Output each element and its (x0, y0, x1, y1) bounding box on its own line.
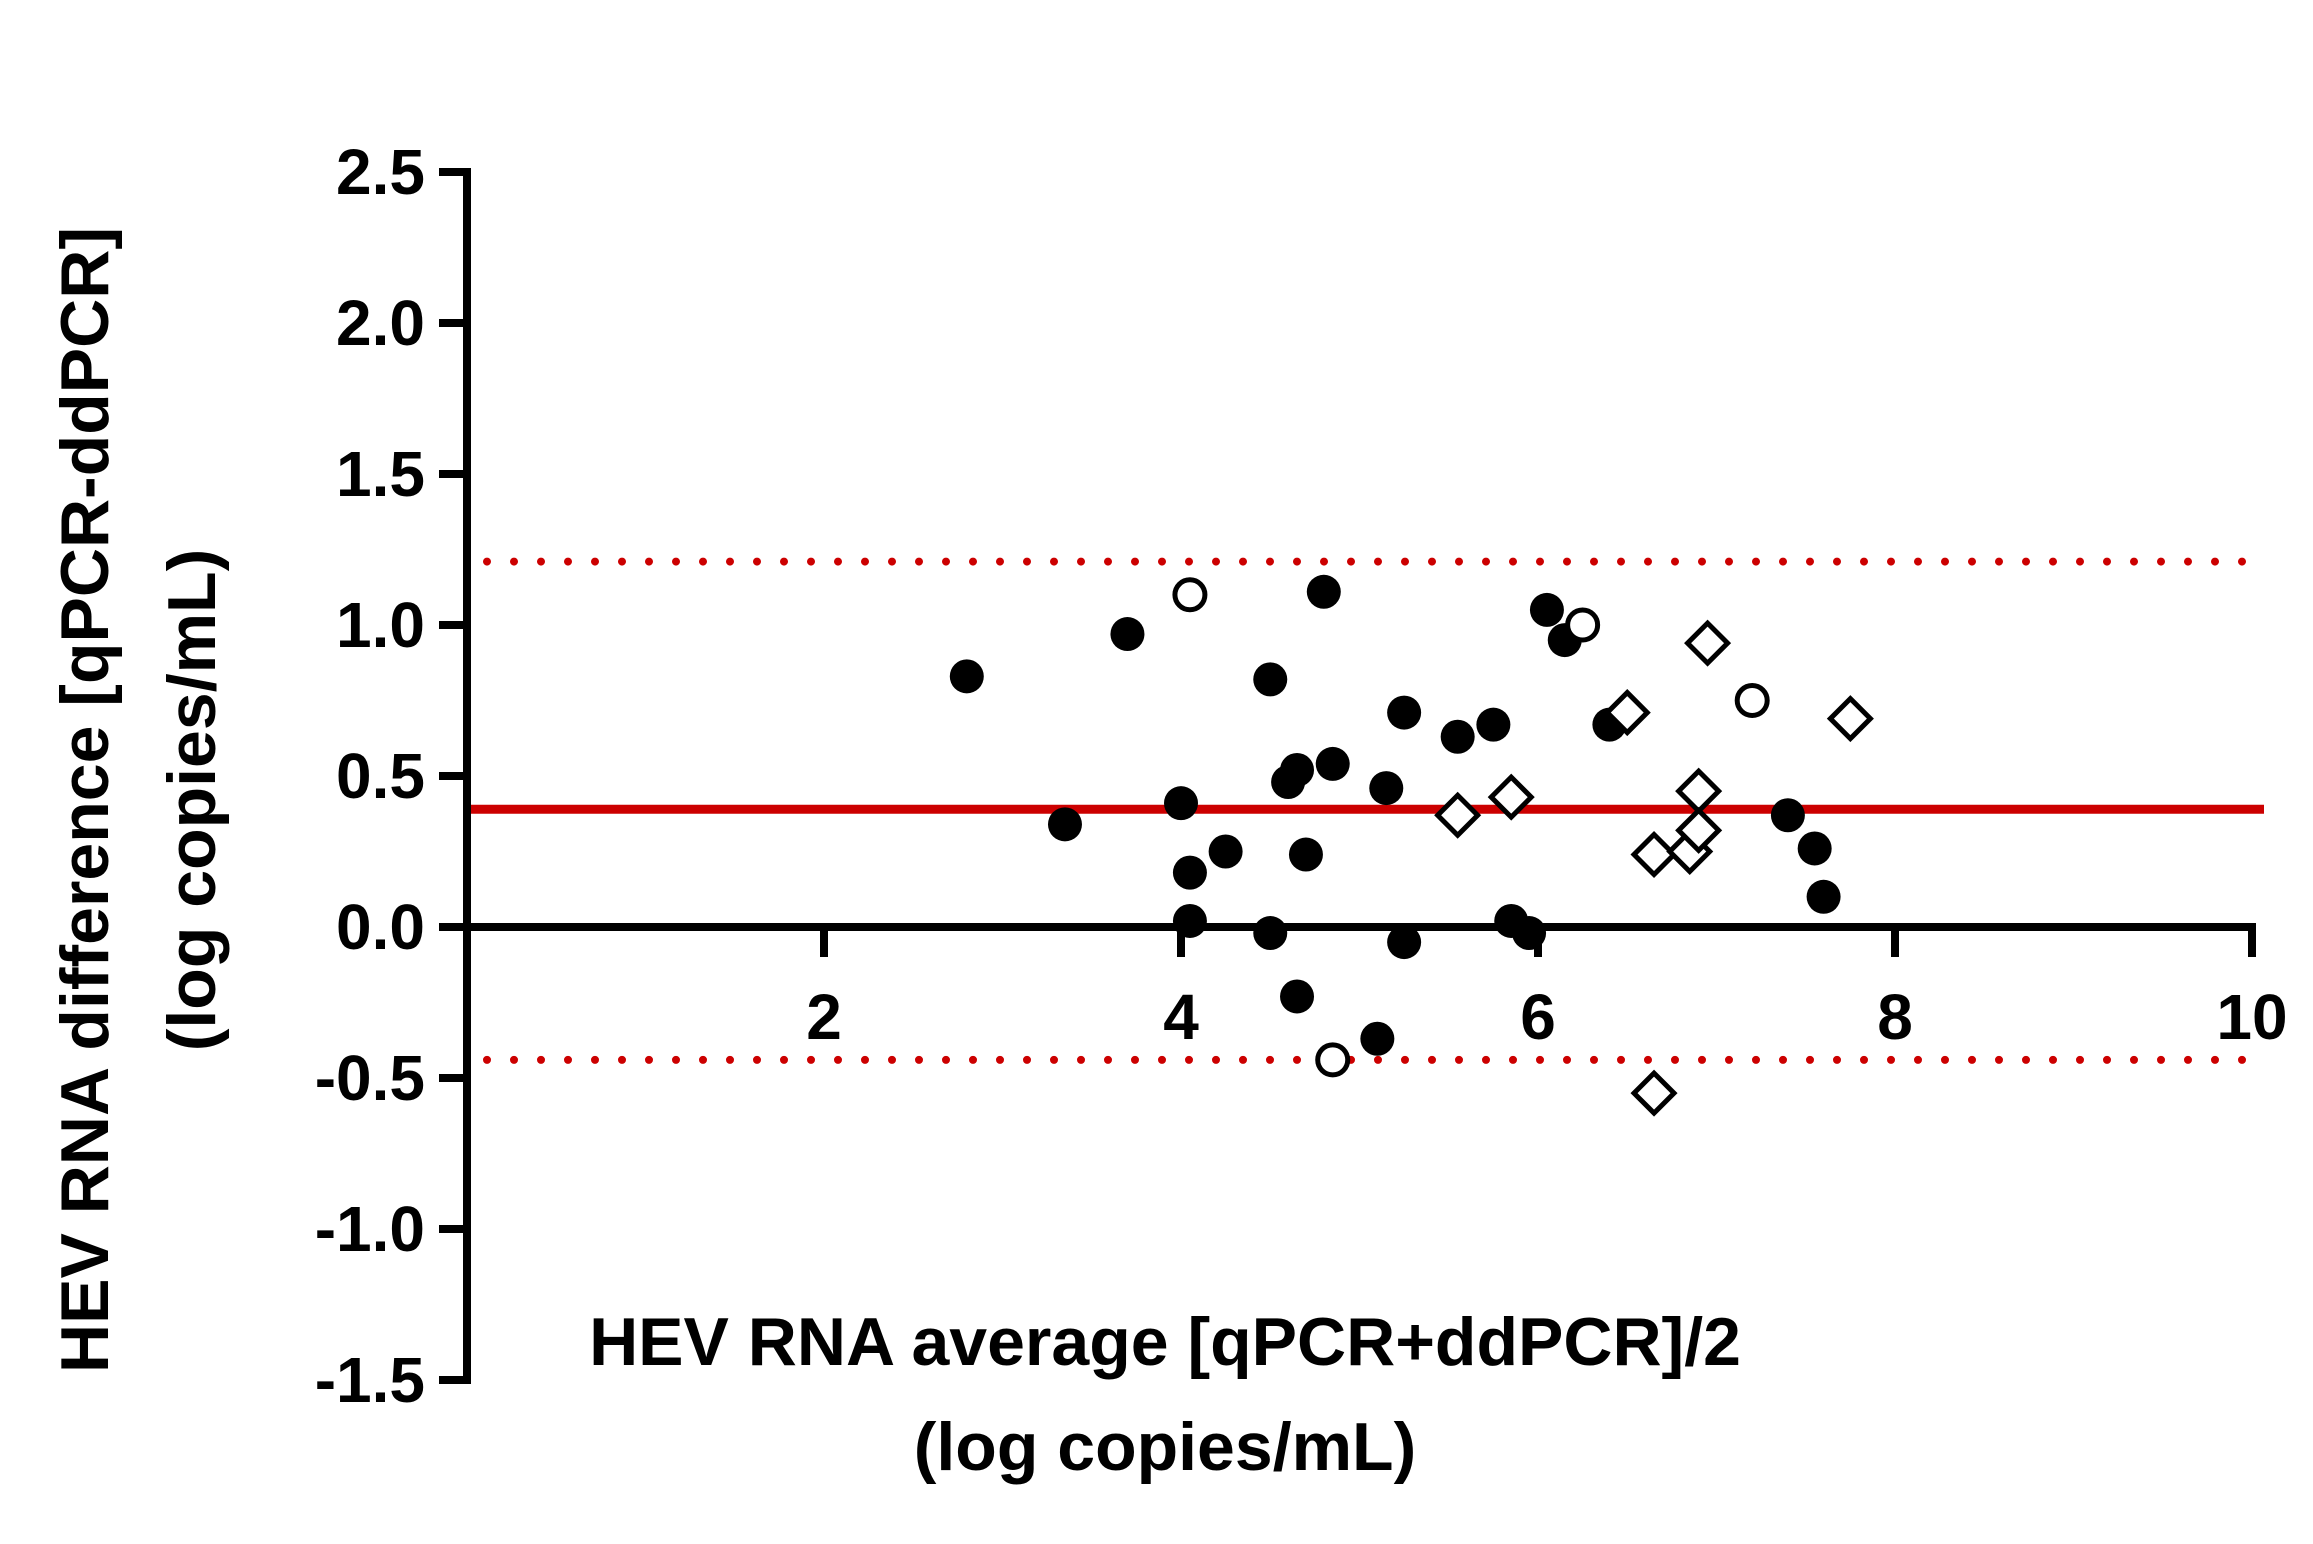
filled-circle-point (1360, 1021, 1395, 1056)
y-tick-label: -1.0 (315, 1193, 425, 1265)
filled-circle-point (1512, 916, 1547, 951)
y-tick-label: 1.5 (336, 438, 425, 510)
filled-circle-point (1306, 574, 1341, 609)
open-circle-point (1734, 683, 1770, 718)
open-diamond-point (1603, 689, 1651, 737)
filled-circle-series (949, 574, 1841, 1056)
x-axis-ticks: 2 4 6 8 10 (806, 927, 2288, 1053)
filled-circle-point (1172, 855, 1207, 890)
y-tick-label: -0.5 (315, 1042, 425, 1114)
y-tick-label: 2.0 (336, 287, 425, 359)
open-diamond-point (1434, 791, 1482, 839)
filled-circle-point (1253, 662, 1288, 697)
y-tick-label: 1.0 (336, 589, 425, 661)
filled-circle-point (1172, 903, 1207, 938)
filled-circle-point (1529, 592, 1564, 627)
open-diamond-point (1675, 806, 1723, 854)
reference-lines (471, 557, 2264, 1064)
y-axis-ticks: 2.5 2.0 1.5 1.0 0.5 0.0 -0.5 -1.0 -1.5 (315, 136, 467, 1416)
filled-circle-point (1208, 834, 1243, 869)
x-tick-label: 8 (1877, 981, 1913, 1053)
filled-circle-point (1280, 979, 1315, 1014)
filled-circle-point (1253, 916, 1288, 951)
x-tick-label: 6 (1520, 981, 1556, 1053)
open-diamond-point (1630, 830, 1678, 879)
filled-circle-point (1047, 807, 1082, 842)
y-tick-label: 2.5 (336, 136, 425, 208)
x-tick-label: 2 (806, 981, 842, 1053)
filled-circle-point (1164, 786, 1198, 821)
filled-circle-point (1476, 707, 1511, 742)
filled-circle-point (1797, 831, 1832, 866)
y-tick-label: 0.5 (336, 740, 425, 812)
open-circle-point (1172, 577, 1208, 613)
y-axis-title-line1: HEV RNA difference [qPCR-ddPCR] (47, 227, 123, 1373)
filled-circle-point (1387, 695, 1422, 730)
open-diamond-point (1826, 695, 1874, 743)
x-tick-label: 4 (1163, 981, 1199, 1053)
filled-circle-point (1280, 752, 1315, 787)
y-axis-title-line2: (log copies/mL) (154, 549, 230, 1051)
filled-circle-point (1770, 798, 1805, 833)
filled-circle-point (1110, 617, 1145, 652)
x-axis-title-line1: HEV RNA average [qPCR+ddPCR]/2 (589, 1304, 1741, 1380)
open-diamond-series (1434, 619, 1874, 1117)
filled-circle-point (1440, 719, 1475, 754)
open-diamond-point (1487, 773, 1535, 821)
filled-circle-point (1369, 771, 1404, 806)
x-axis-title-line2: (log copies/mL) (914, 1409, 1416, 1485)
open-circle-point (1565, 607, 1601, 643)
filled-circle-point (1288, 837, 1323, 872)
open-diamond-point (1630, 1069, 1678, 1117)
filled-circle-point (1315, 746, 1350, 781)
y-tick-label: 0.0 (336, 891, 425, 963)
filled-circle-point (949, 659, 984, 694)
filled-circle-point (1806, 879, 1841, 914)
filled-circle-point (1387, 925, 1422, 960)
open-diamond-point (1684, 619, 1732, 667)
open-circle-point (1315, 1042, 1351, 1078)
y-tick-label: -1.5 (315, 1344, 425, 1416)
data-points (949, 574, 1874, 1117)
open-circle-series (1172, 577, 1770, 1078)
x-tick-label: 10 (2216, 981, 2287, 1053)
